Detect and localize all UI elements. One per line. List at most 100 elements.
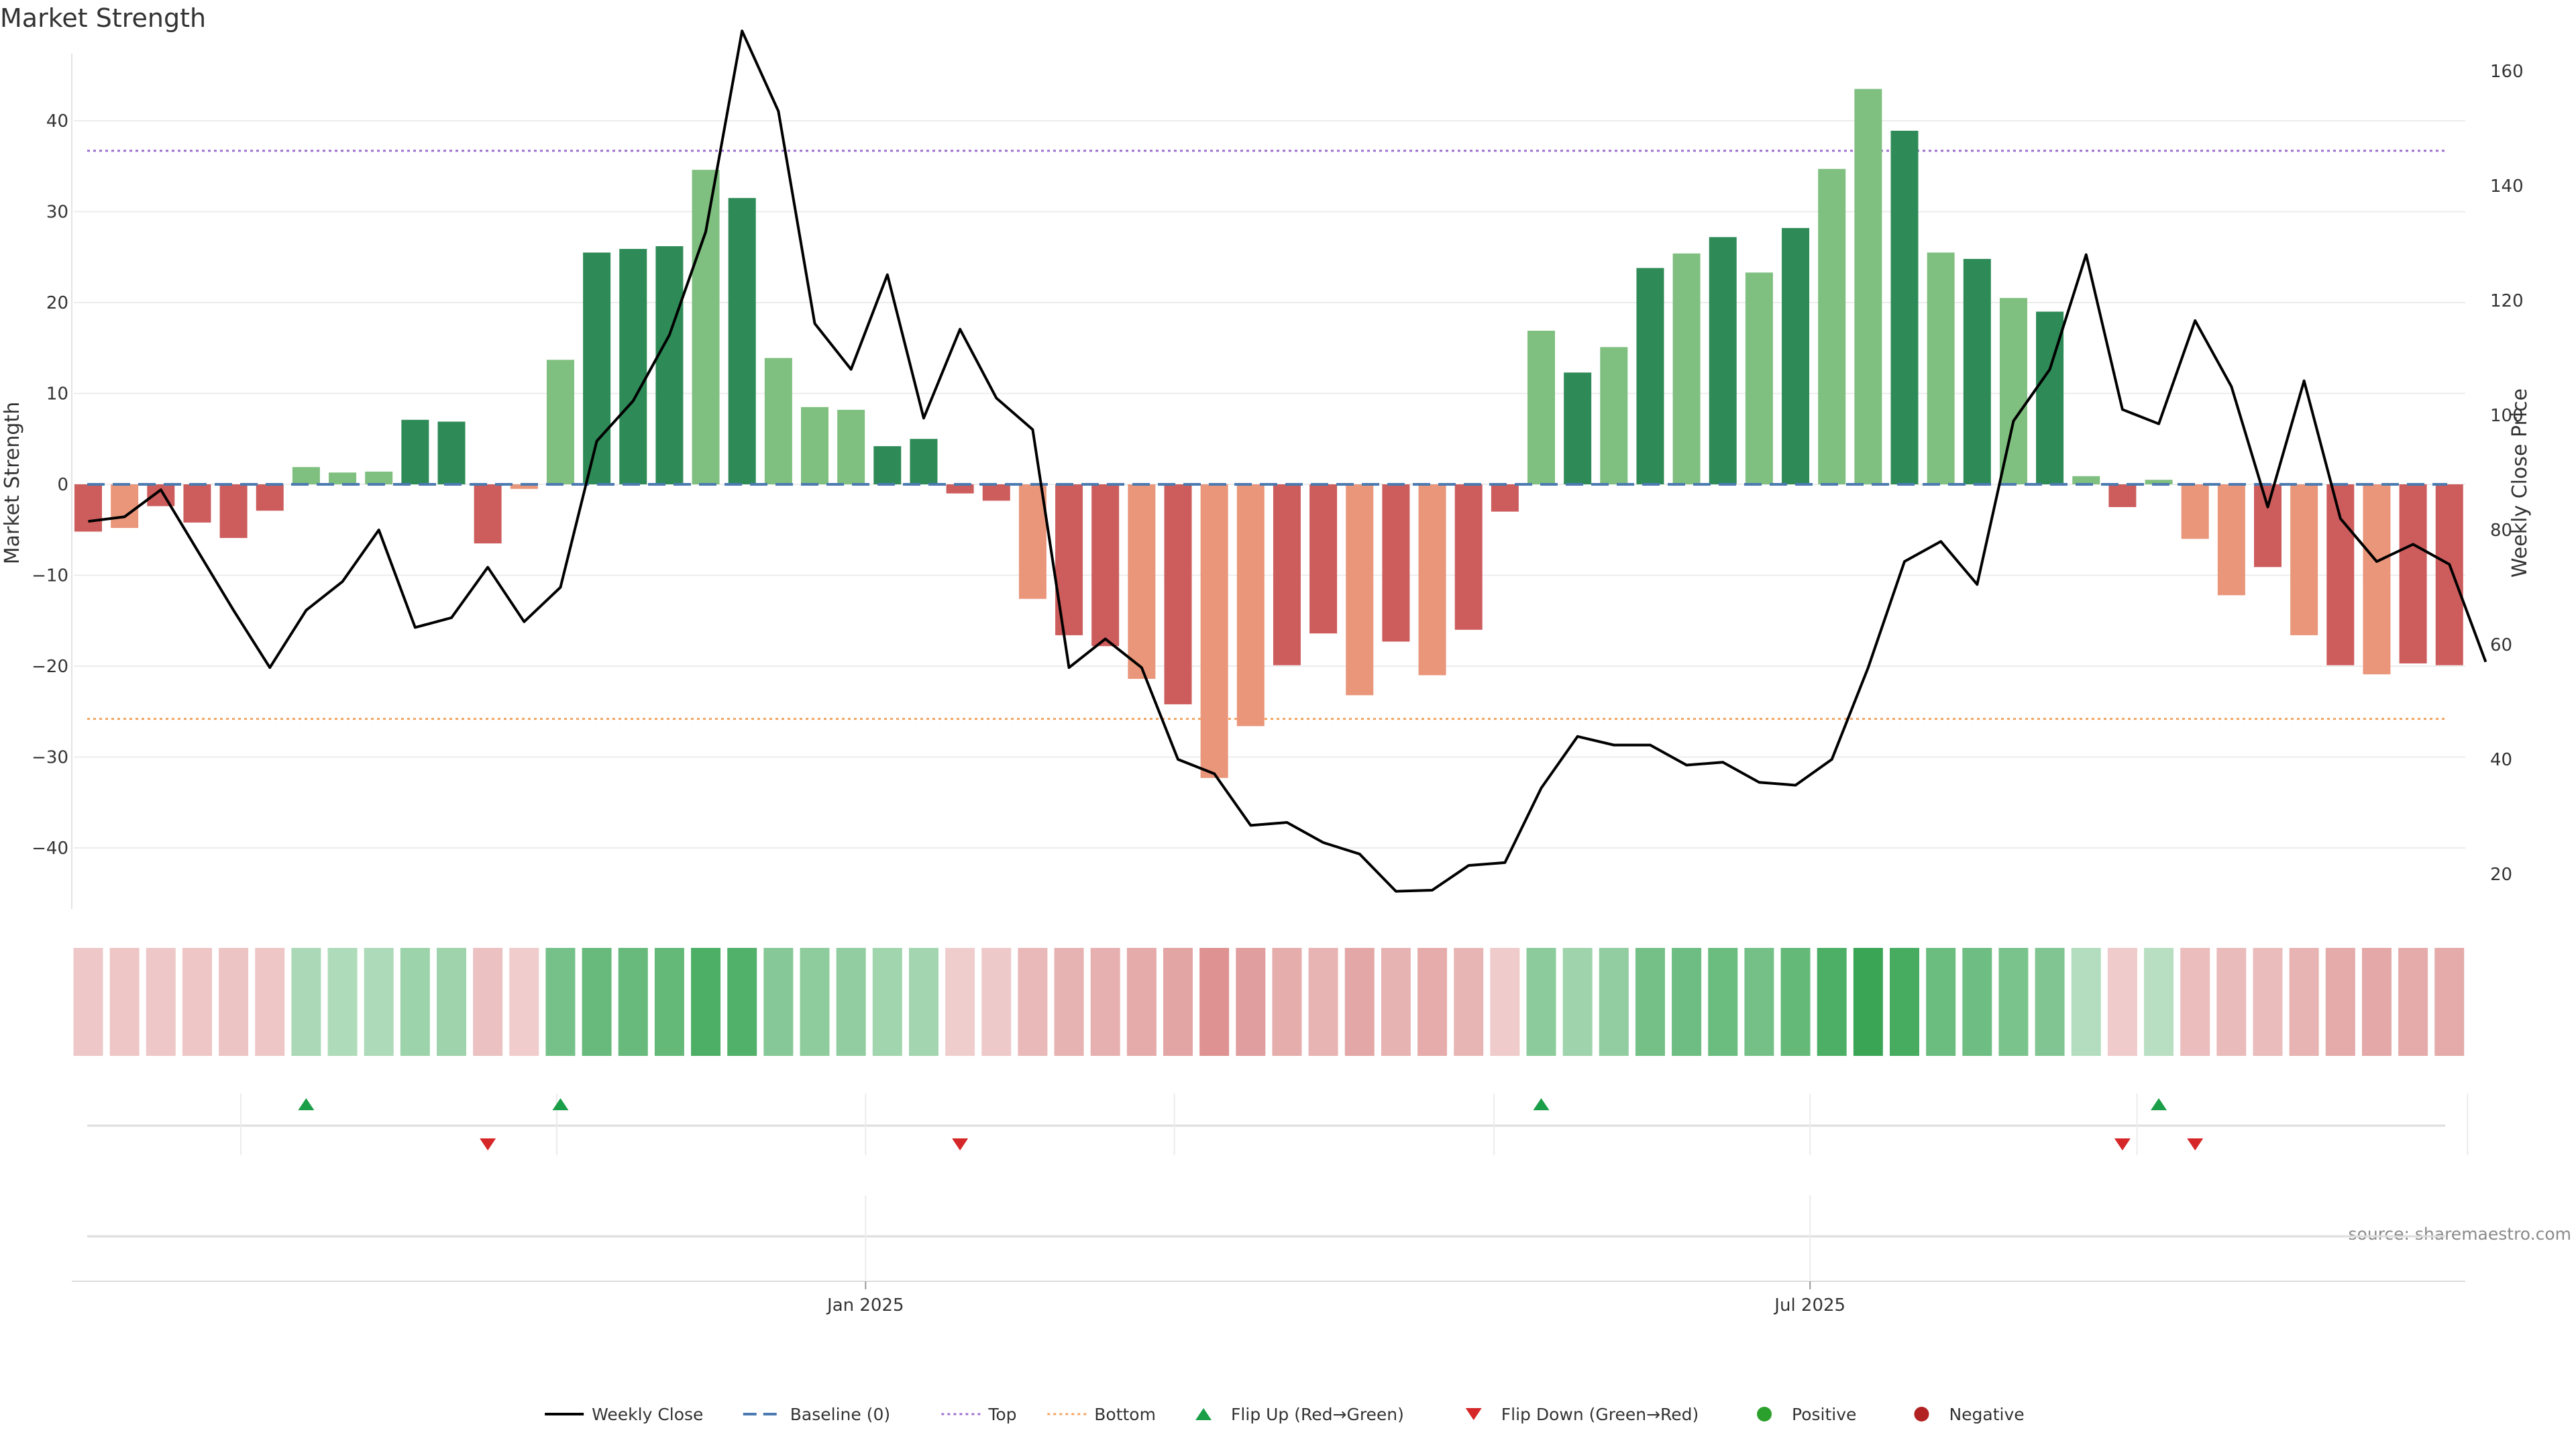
strength-bar xyxy=(1891,131,1919,484)
heat-cell xyxy=(1417,948,1447,1056)
strength-bar xyxy=(1273,484,1301,665)
strength-bar xyxy=(474,484,502,543)
flip-panel xyxy=(87,1093,2467,1155)
heat-cell xyxy=(691,948,720,1056)
heat-cell xyxy=(1817,948,1847,1056)
heat-cell xyxy=(727,948,757,1056)
legend-swatch xyxy=(1466,1408,1482,1420)
strength-bar xyxy=(2218,484,2245,595)
strength-bar xyxy=(365,472,392,484)
heat-cell xyxy=(2180,948,2210,1056)
y-axis-label: Market Strength xyxy=(1,402,24,564)
heat-cell xyxy=(545,948,575,1056)
x-tick-label: Jul 2025 xyxy=(1773,1295,1845,1316)
heat-cell xyxy=(981,948,1011,1056)
strength-bar xyxy=(1709,237,1737,484)
strength-bar xyxy=(111,484,138,528)
heat-cell xyxy=(437,948,466,1056)
heat-cell xyxy=(2326,948,2355,1056)
strength-bar xyxy=(256,484,284,511)
strength-bar xyxy=(1382,484,1409,641)
heat-cell xyxy=(509,948,539,1056)
heat-cell xyxy=(2398,948,2428,1056)
heat-cell xyxy=(1635,948,1665,1056)
heat-cell xyxy=(1055,948,1084,1056)
strength-bar xyxy=(1636,268,1664,484)
strength-bar xyxy=(401,420,429,484)
strength-bar xyxy=(1237,484,1265,726)
heat-cell xyxy=(1490,948,1519,1056)
strength-bar xyxy=(692,170,720,484)
strength-bar xyxy=(983,484,1010,500)
strength-bar xyxy=(1818,169,1845,484)
heat-cell xyxy=(1599,948,1629,1056)
heat-cell xyxy=(1381,948,1411,1056)
y-tick-label: −10 xyxy=(32,566,68,586)
legend-swatch xyxy=(1757,1407,1772,1421)
heat-cell xyxy=(2108,948,2137,1056)
heat-cell xyxy=(619,948,648,1056)
y-tick-label: 20 xyxy=(46,293,68,313)
legend-label: Flip Down (Green→Red) xyxy=(1501,1405,1699,1424)
heat-cell xyxy=(873,948,902,1056)
heat-cell xyxy=(1018,948,1047,1056)
heat-cell xyxy=(1998,948,2028,1056)
strength-bar xyxy=(1564,372,1591,484)
strength-bar xyxy=(183,484,211,523)
flip-down-marker xyxy=(480,1138,496,1150)
heat-cell xyxy=(945,948,975,1056)
heat-cell xyxy=(763,948,793,1056)
heat-cell xyxy=(2035,948,2065,1056)
legend-item: Top xyxy=(941,1405,1016,1424)
legend-item: Baseline (0) xyxy=(743,1405,890,1424)
strength-bar xyxy=(655,246,683,484)
legend-item: Weekly Close xyxy=(545,1405,703,1424)
heat-cell xyxy=(1962,948,1992,1056)
strength-bar xyxy=(1128,484,1155,679)
strength-bar xyxy=(74,484,102,531)
strength-bar xyxy=(910,439,937,484)
heat-cell xyxy=(1309,948,1338,1056)
legend-swatch xyxy=(1195,1408,1212,1420)
strength-bar xyxy=(2182,484,2209,539)
y-tick-label: 40 xyxy=(46,111,68,131)
strength-bar xyxy=(1673,254,1701,484)
heat-cell xyxy=(1454,948,1483,1056)
y-tick-label: 30 xyxy=(46,203,68,223)
strength-bar xyxy=(329,472,356,484)
strength-bar xyxy=(947,484,974,494)
legend: Weekly Close Baseline (0) Top Bottom Flip Up… xyxy=(545,1405,2025,1424)
strength-bar xyxy=(2290,484,2318,635)
y2-tick-label: 120 xyxy=(2490,291,2524,311)
heat-strip xyxy=(74,948,2465,1056)
strength-bar xyxy=(1201,484,1228,778)
strength-bar xyxy=(147,484,174,506)
strength-bar xyxy=(1346,484,1373,695)
heat-cell xyxy=(219,948,248,1056)
heat-cell xyxy=(1672,948,1701,1056)
strength-bar xyxy=(292,467,320,484)
y2-tick-label: 60 xyxy=(2490,635,2512,655)
legend-item: Bottom xyxy=(1047,1405,1156,1424)
strength-bar xyxy=(1309,484,1337,633)
flip-down-marker xyxy=(952,1138,968,1150)
heat-cell xyxy=(1890,948,1919,1056)
heat-cell xyxy=(2253,948,2283,1056)
heat-cell xyxy=(2216,948,2246,1056)
legend-item: Flip Up (Red→Green) xyxy=(1195,1405,1404,1424)
flip-up-marker xyxy=(298,1098,314,1110)
strength-bar xyxy=(619,249,647,484)
heat-cell xyxy=(2362,948,2392,1056)
strength-bar xyxy=(2254,484,2282,567)
heat-cell xyxy=(182,948,212,1056)
strength-bar xyxy=(1419,484,1446,676)
heat-cell xyxy=(1527,948,1556,1056)
strength-bar xyxy=(1782,228,1809,484)
heat-cell xyxy=(1127,948,1157,1056)
flip-down-marker xyxy=(2114,1138,2131,1150)
heat-cell xyxy=(255,948,284,1056)
y-tick-label: 10 xyxy=(46,384,68,405)
strength-bar xyxy=(837,410,865,484)
heat-cell xyxy=(2144,948,2174,1056)
heat-cell xyxy=(909,948,938,1056)
